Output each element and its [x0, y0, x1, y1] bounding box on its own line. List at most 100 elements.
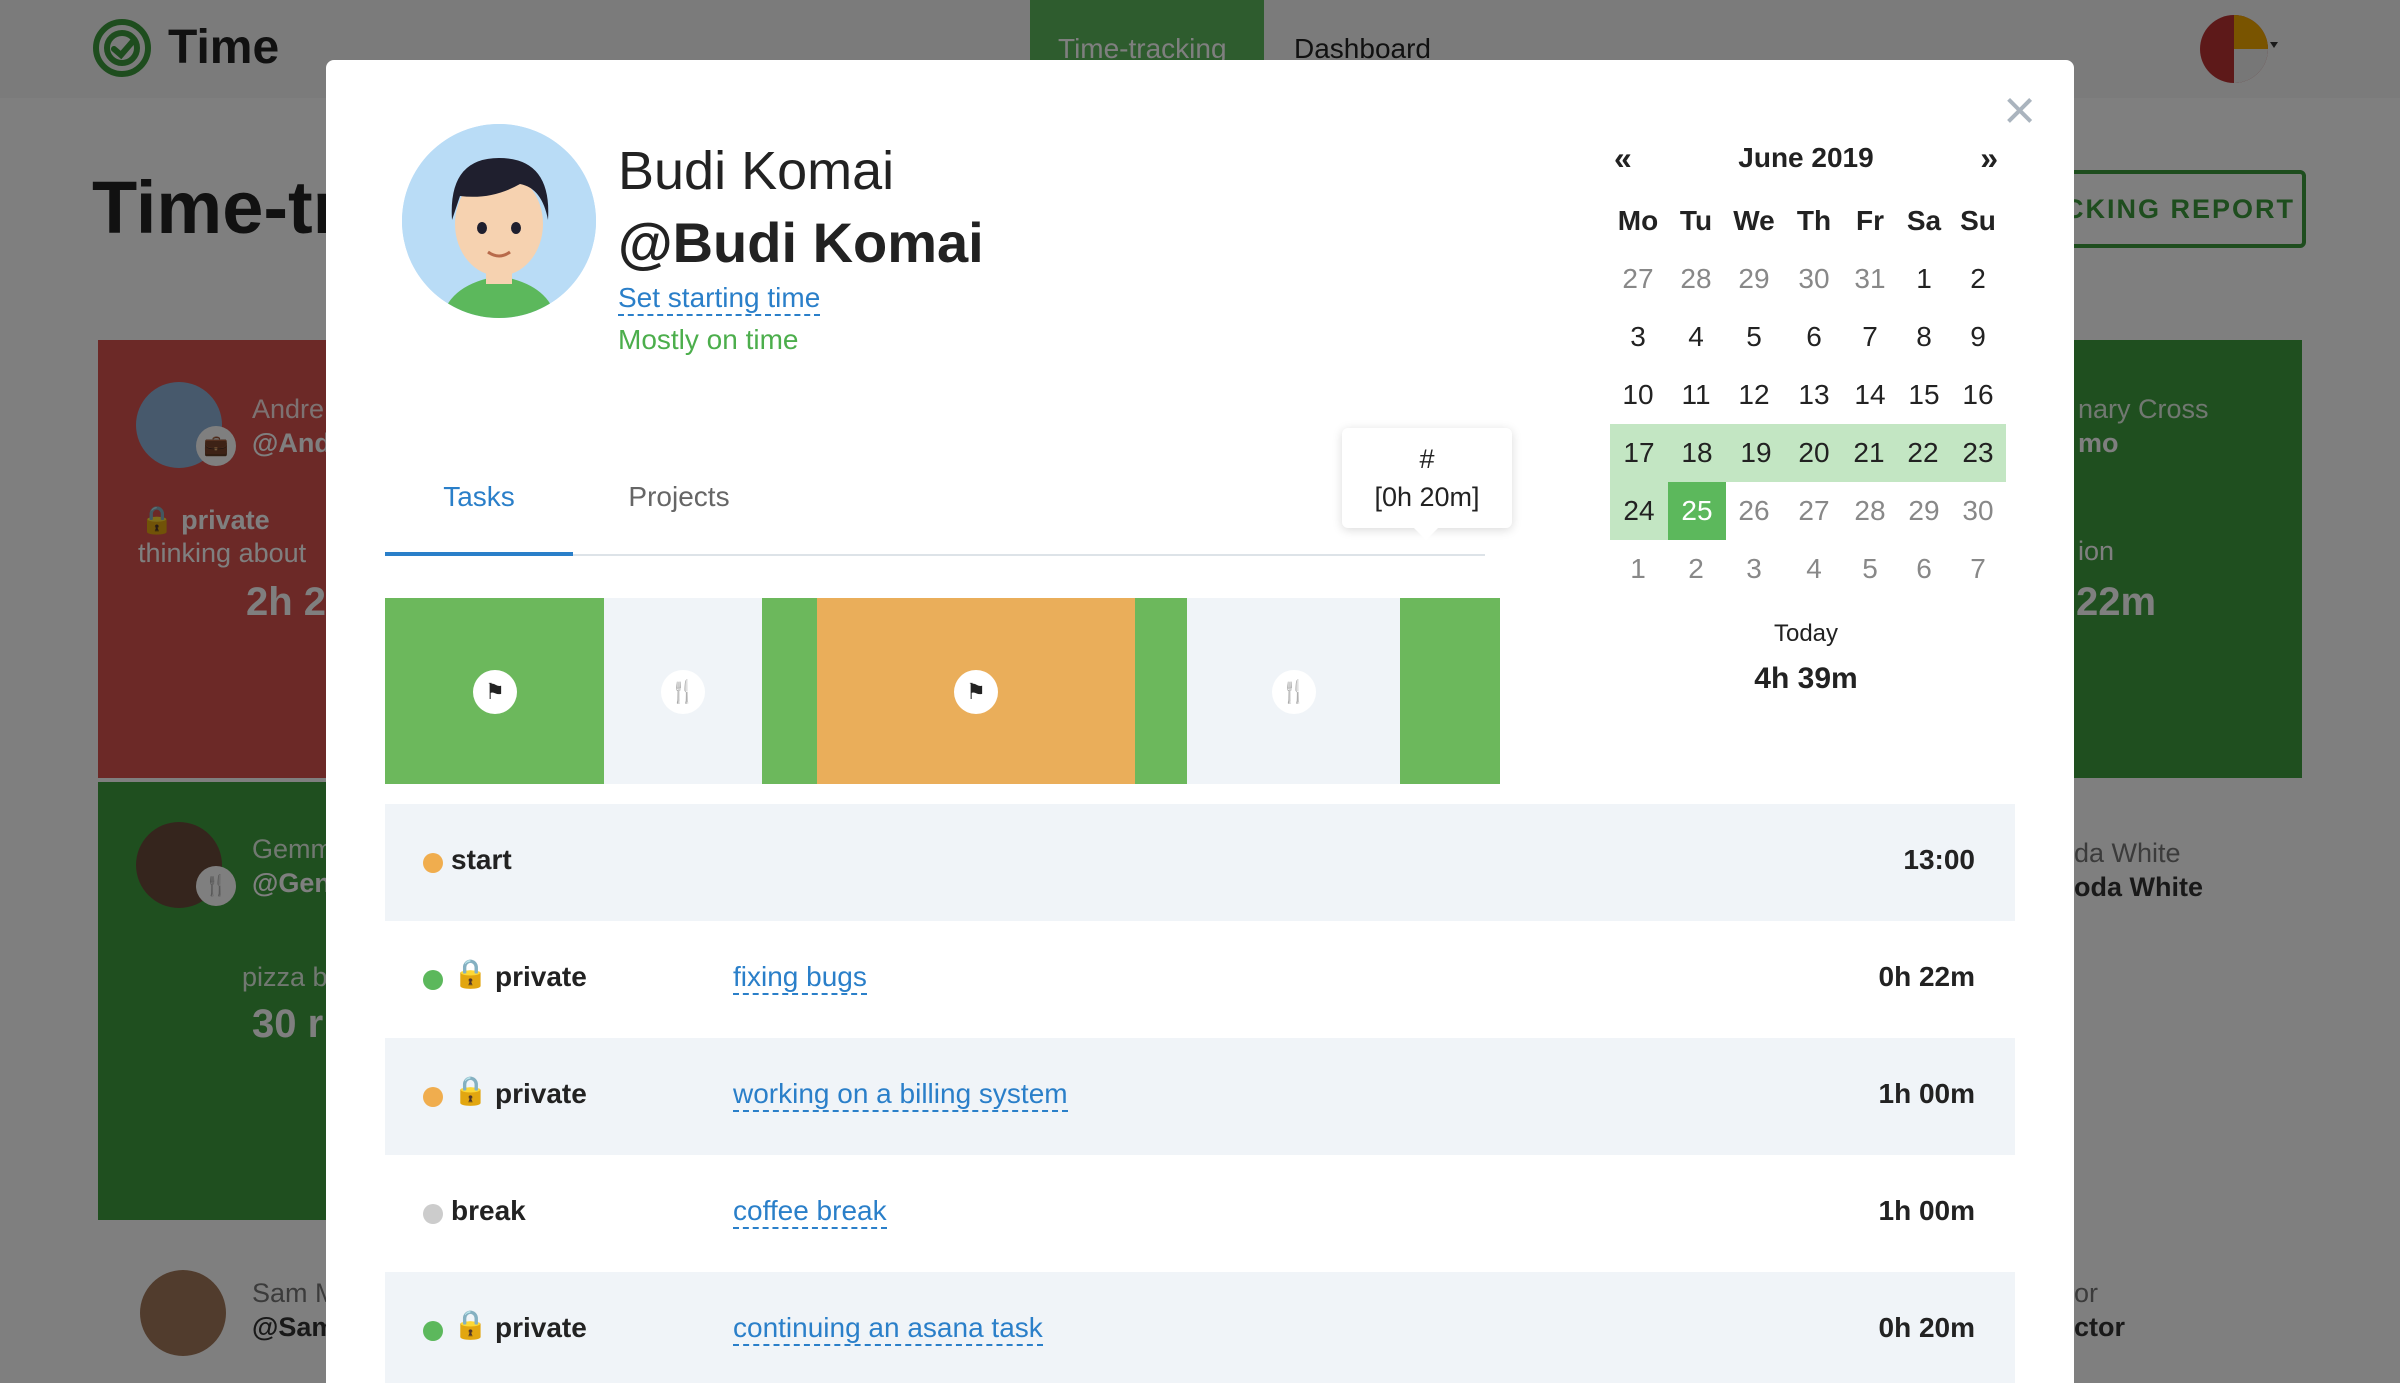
timeline-segment-work[interactable] [762, 598, 817, 784]
calendar-day[interactable]: 8 [1916, 321, 1932, 352]
task-time: 0h 20m [1878, 1312, 1976, 1343]
calendar-day[interactable]: 13 [1798, 379, 1830, 410]
punctuality-status: Mostly on time [618, 324, 799, 355]
set-starting-time-link[interactable]: Set starting time [618, 282, 821, 316]
previous-month-button[interactable]: « [1614, 140, 1632, 176]
weekday-header: Tu [1679, 205, 1713, 236]
calendar-day[interactable]: 28 [1680, 263, 1712, 294]
task-category: break [451, 1195, 526, 1226]
profile-handle: @Budi Komai [618, 211, 984, 274]
calendar-day[interactable]: 30 [1962, 495, 1994, 526]
weekday-header: Mo [1617, 205, 1659, 236]
calendar-day[interactable]: 15 [1908, 379, 1940, 410]
calendar-day[interactable]: 1 [1630, 553, 1646, 584]
task-category: private [495, 961, 587, 992]
status-dot [423, 970, 443, 990]
calendar-day[interactable]: 3 [1630, 321, 1646, 352]
lock-icon: 🔒 [453, 1309, 488, 1340]
close-icon[interactable]: × [2003, 78, 2036, 141]
timeline-segment-work[interactable]: ⚑ [817, 598, 1135, 784]
modal-tabs: Tasks Projects [385, 452, 1485, 556]
weekday-header: Sa [1906, 205, 1942, 236]
task-time: 0h 22m [1878, 961, 1976, 992]
calendar-day[interactable]: 11 [1681, 379, 1711, 410]
calendar-day[interactable]: 16 [1962, 379, 1994, 410]
timeline-tooltip: # [0h 20m] [1342, 428, 1512, 540]
calendar-day[interactable]: 5 [1862, 553, 1878, 584]
today-label: Today [1773, 620, 1839, 647]
calendar-day[interactable]: 22 [1896, 424, 1950, 482]
calendar-day[interactable]: 21 [1842, 424, 1896, 482]
calendar: « June 2019 » Mo Tu We Th Fr Sa Su 27 28 29 30 31 1 2… [1610, 140, 2006, 584]
task-description-link[interactable]: continuing an asana task [733, 1312, 1043, 1346]
timeline-segment-work[interactable]: ⚑ [385, 598, 604, 784]
calendar-day[interactable]: 14 [1854, 379, 1886, 410]
task-category: private [495, 1312, 587, 1343]
calendar-day[interactable]: 30 [1798, 263, 1830, 294]
calendar-day[interactable]: 9 [1970, 321, 1986, 352]
calendar-day[interactable]: 17 [1610, 424, 1668, 482]
calendar-day[interactable]: 29 [1738, 263, 1770, 294]
profile-name: Budi Komai [618, 141, 895, 201]
calendar-day[interactable]: 3 [1746, 553, 1762, 584]
calendar-day[interactable]: 4 [1806, 553, 1822, 584]
calendar-day[interactable]: 12 [1738, 379, 1770, 410]
day-timeline: ⚑ 🍴 ⚑ 🍴 [385, 598, 1500, 784]
next-month-button[interactable]: » [1980, 140, 1998, 176]
timeline-segment-break[interactable]: 🍴 [604, 598, 762, 784]
calendar-day[interactable]: 2 [1970, 263, 1986, 294]
task-description-link[interactable]: fixing bugs [733, 961, 867, 995]
flag-icon: ⚑ [954, 670, 998, 714]
calendar-day[interactable]: 27 [1622, 263, 1654, 294]
lock-icon: 🔒 [453, 958, 488, 989]
status-dot [423, 1204, 443, 1224]
calendar-day[interactable]: 19 [1726, 424, 1786, 482]
tab-tasks[interactable]: Tasks [385, 452, 573, 556]
calendar-header: « June 2019 » [1610, 140, 2002, 194]
status-dot [423, 1087, 443, 1107]
calendar-day[interactable]: 18 [1668, 424, 1726, 482]
calendar-day[interactable]: 4 [1688, 321, 1704, 352]
task-list: start 13:00 🔒 private fixing bugs 0h 22m 🔒 priv… [385, 804, 2015, 1383]
task-description-link[interactable]: coffee break [733, 1195, 887, 1229]
fork-knife-icon: 🍴 [1272, 670, 1316, 714]
calendar-day[interactable]: 26 [1738, 495, 1770, 526]
calendar-day[interactable]: 6 [1806, 321, 1822, 352]
calendar-day[interactable]: 24 [1610, 482, 1668, 540]
tab-projects[interactable]: Projects [628, 481, 730, 512]
task-category: private [495, 1078, 587, 1109]
calendar-day[interactable]: 23 [1950, 424, 2006, 482]
calendar-day[interactable]: 2 [1688, 553, 1704, 584]
calendar-day[interactable]: 31 [1854, 263, 1886, 294]
task-row: start 13:00 [385, 804, 2015, 921]
task-time: 13:00 [1903, 844, 1975, 875]
calendar-day[interactable]: 20 [1786, 424, 1842, 482]
calendar-month: June 2019 [1738, 142, 1874, 173]
flag-icon: ⚑ [473, 670, 517, 714]
timeline-segment-work[interactable] [1135, 598, 1187, 784]
lock-icon: 🔒 [453, 1075, 488, 1106]
timeline-segment-work[interactable] [1400, 598, 1500, 784]
task-category: start [451, 844, 512, 875]
calendar-day[interactable]: 7 [1970, 553, 1986, 584]
timeline-segment-break[interactable]: 🍴 [1187, 598, 1400, 784]
task-description-link[interactable]: working on a billing system [733, 1078, 1068, 1112]
tooltip-value: [0h 20m] [1374, 482, 1480, 512]
calendar-day[interactable]: 7 [1862, 321, 1878, 352]
task-row: 🔒 private fixing bugs 0h 22m [385, 921, 2015, 1038]
task-row: break coffee break 1h 00m [385, 1155, 2015, 1272]
today-total: 4h 39m [1754, 662, 1858, 695]
task-row: 🔒 private continuing an asana task 0h 20m [385, 1272, 2015, 1383]
calendar-day[interactable]: 1 [1916, 263, 1932, 294]
weekday-header: We [1733, 205, 1775, 236]
calendar-day[interactable]: 10 [1622, 379, 1654, 410]
calendar-day[interactable]: 27 [1798, 495, 1830, 526]
fork-knife-icon: 🍴 [661, 670, 705, 714]
calendar-day[interactable]: 6 [1916, 553, 1932, 584]
calendar-day[interactable]: 28 [1854, 495, 1886, 526]
calendar-day[interactable]: 25 [1668, 482, 1726, 540]
calendar-day[interactable]: 5 [1746, 321, 1762, 352]
user-detail-modal: × Budi Komai @Budi Komai Set starting ti… [326, 60, 2074, 1383]
calendar-day[interactable]: 29 [1908, 495, 1940, 526]
weekday-header: Su [1960, 205, 1996, 236]
